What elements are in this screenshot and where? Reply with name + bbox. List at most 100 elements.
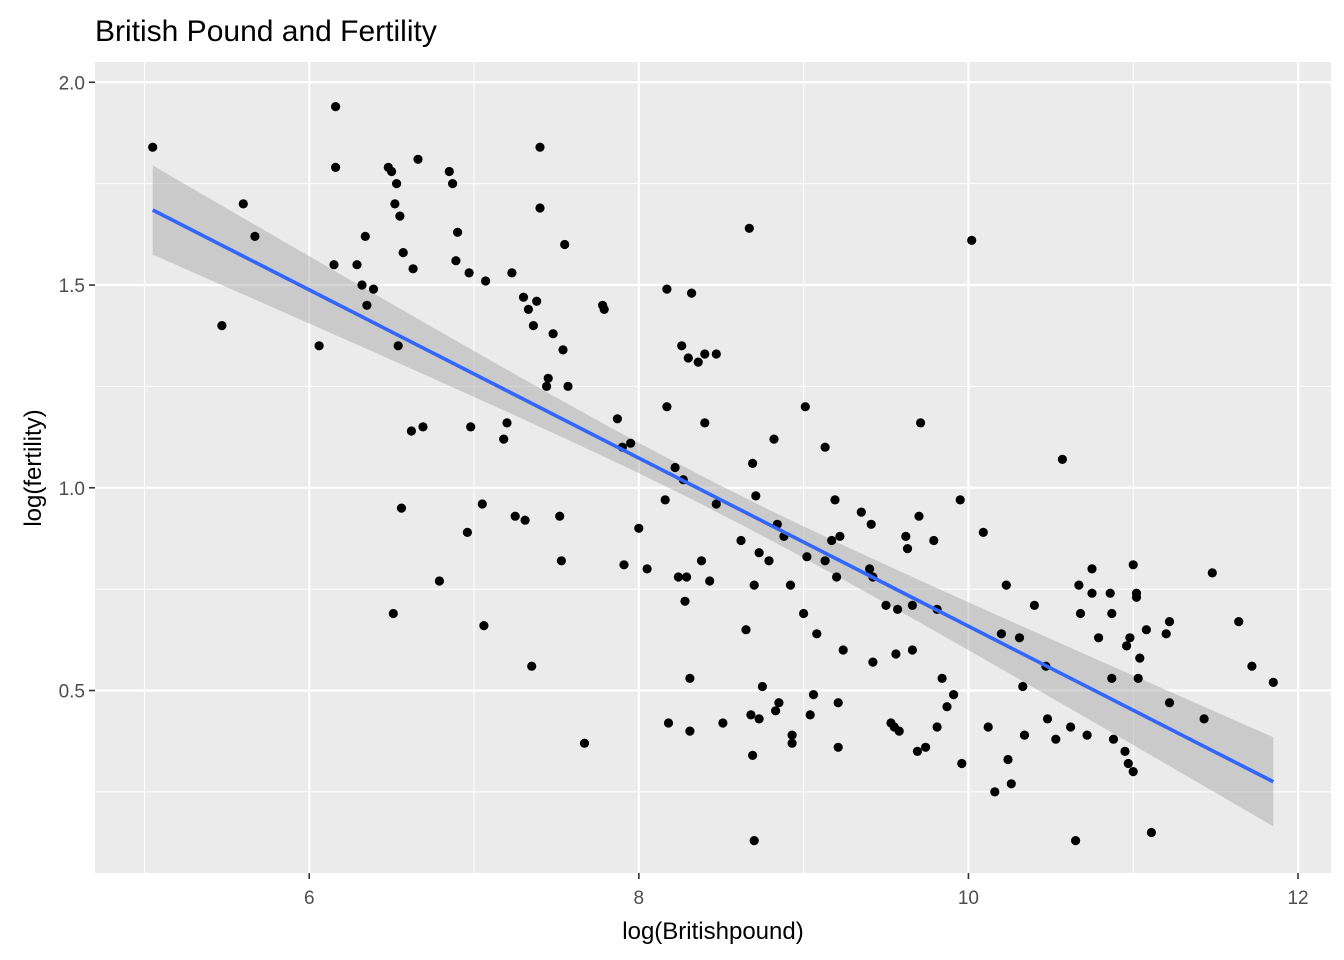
data-point (912, 746, 923, 757)
data-point (835, 531, 845, 542)
data-point (748, 750, 758, 761)
grid-minor (95, 62, 1331, 873)
data-point (535, 142, 545, 152)
data-point (827, 535, 837, 546)
data-point (555, 511, 565, 521)
data-point (677, 341, 687, 351)
x-tick-label: 12 (1287, 888, 1308, 909)
data-point (680, 596, 690, 606)
data-point (413, 154, 423, 164)
data-point (634, 523, 644, 533)
data-point (250, 231, 260, 241)
data-point (1029, 600, 1039, 611)
data-point (543, 373, 553, 383)
data-point (451, 256, 461, 266)
data-point (967, 235, 977, 245)
data-point (1019, 730, 1030, 740)
data-point (499, 434, 509, 444)
data-point (693, 357, 703, 367)
data-point (891, 649, 901, 659)
data-point (1123, 758, 1133, 769)
data-point (754, 714, 764, 724)
data-point (787, 730, 797, 740)
y-tick-label: 1.0 (59, 479, 85, 500)
data-point (217, 321, 227, 331)
data-point (718, 718, 728, 728)
data-point (388, 608, 398, 619)
data-point (542, 381, 552, 391)
data-point (700, 418, 710, 428)
data-point (548, 329, 558, 339)
data-point (774, 698, 784, 708)
data-point (663, 718, 674, 728)
data-point (838, 645, 848, 655)
data-point (1094, 633, 1104, 643)
data-point (687, 288, 697, 298)
data-point (556, 556, 567, 566)
data-point (1125, 633, 1135, 643)
data-point (362, 300, 372, 310)
data-point (1042, 714, 1053, 724)
data-point (1164, 698, 1175, 708)
data-point (1071, 836, 1081, 846)
data-point (865, 564, 875, 574)
data-point (453, 227, 463, 237)
data-point (518, 292, 529, 302)
data-point (1107, 673, 1117, 684)
data-point (1087, 588, 1097, 598)
data-point (434, 576, 444, 586)
data-point (978, 527, 988, 538)
data-point (619, 560, 629, 570)
data-point (314, 341, 324, 351)
fit-line (151, 208, 1275, 784)
data-point (481, 276, 491, 286)
data-point (523, 304, 534, 314)
data-point (949, 690, 959, 700)
data-point (1066, 722, 1076, 732)
data-point (1057, 454, 1067, 464)
data-point (785, 580, 796, 590)
data-point (868, 657, 878, 667)
data-point (808, 690, 819, 700)
data-point (856, 507, 866, 517)
data-point (1234, 617, 1244, 627)
data-point (685, 726, 695, 736)
data-point (1247, 661, 1257, 671)
data-point (757, 681, 768, 692)
data-point (907, 645, 918, 655)
data-point (921, 742, 931, 752)
data-point (1074, 580, 1084, 590)
data-point (464, 268, 474, 278)
data-point (558, 345, 568, 355)
data-point (368, 284, 379, 294)
data-point (1122, 641, 1132, 651)
data-point (1120, 746, 1130, 757)
data-point (682, 572, 692, 582)
data-point (563, 381, 573, 391)
x-axis: 6 8 10 12 (304, 873, 1309, 909)
data-point (996, 629, 1007, 639)
data-point (748, 458, 758, 468)
x-tick-label: 6 (304, 888, 315, 909)
y-tick-label: 2.0 (59, 73, 85, 94)
fit-line-group (151, 208, 1275, 784)
data-point (764, 556, 774, 566)
data-point (754, 548, 764, 558)
data-point (238, 199, 248, 209)
data-point (683, 353, 693, 363)
data-point (700, 349, 710, 359)
data-point (1001, 580, 1011, 590)
data-point (929, 535, 939, 546)
data-point (881, 600, 891, 611)
y-tick-label: 0.5 (59, 682, 85, 703)
data-point (771, 706, 781, 716)
data-point (1105, 588, 1115, 598)
data-point (983, 722, 993, 732)
data-point (532, 296, 542, 306)
data-point (329, 260, 339, 270)
data-point (820, 556, 830, 566)
data-point (1161, 629, 1171, 639)
data-point (398, 248, 408, 258)
grid-major (95, 62, 1331, 873)
